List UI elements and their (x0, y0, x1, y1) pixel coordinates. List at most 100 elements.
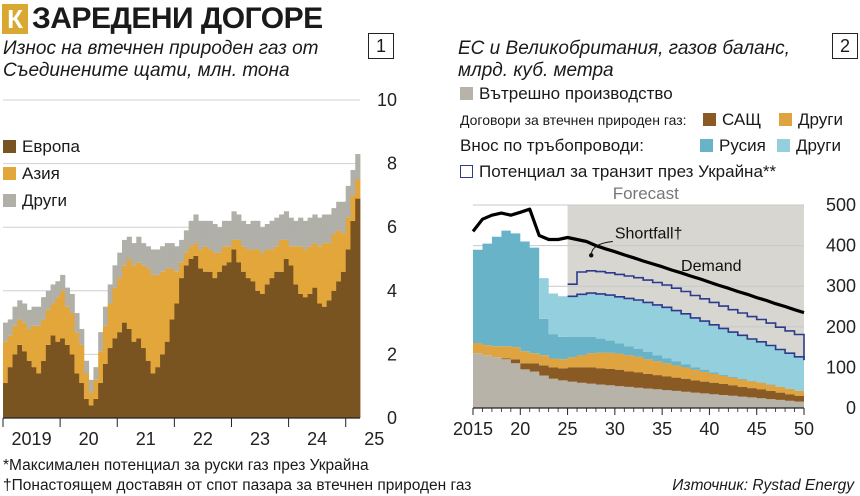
panel2-title: ЕС и Великобритания, газов баланс, млрд.… (458, 38, 790, 81)
bar-segment (26, 328, 32, 361)
area-1 (473, 353, 804, 402)
bar-segment (302, 220, 309, 250)
bar-segment (236, 214, 242, 240)
bar-segment (69, 313, 75, 355)
legend-ukraine-transit: Потенциал за транзит през Украйна** (460, 162, 776, 182)
bar-segment (293, 284, 299, 418)
bar-segment (279, 214, 285, 240)
bar-segment (160, 271, 166, 355)
y-tick-label: 300 (826, 276, 856, 296)
bar-segment (112, 265, 118, 288)
bar-segment (145, 360, 151, 418)
bar-segment (122, 239, 128, 266)
bar-segment (260, 227, 266, 253)
legend-domestic: Вътрешно производство (460, 84, 673, 104)
x-tick-label: 23 (250, 429, 270, 449)
bar-segment (155, 367, 161, 418)
bar-segment (231, 211, 237, 240)
x-tick-label: 20 (79, 429, 99, 449)
legend-swatch (3, 140, 16, 153)
legend-other: Други (3, 191, 67, 211)
bar-segment (226, 220, 232, 247)
bar-segment (136, 236, 142, 263)
bar-segment (131, 341, 137, 418)
bar-segment (350, 195, 356, 221)
bar-segment (31, 367, 37, 418)
bar-segment (164, 268, 170, 342)
ukraine-transit-base-line (567, 292, 805, 361)
legend-label: Вътрешно производство (479, 84, 673, 103)
bar-segment (98, 351, 104, 384)
forecast-label: Forecast (613, 184, 679, 203)
bar-segment (69, 354, 75, 418)
panel2-number: 2 (832, 33, 858, 59)
bar-segment (326, 214, 332, 244)
bar-segment (12, 306, 18, 326)
legend-lng-group: Договори за втечнен природен газ: (460, 112, 687, 128)
bar-segment (264, 224, 270, 250)
x-tick-label: 2015 (453, 419, 493, 439)
bar-segment (217, 252, 223, 272)
legend-other-lng: Други (779, 110, 843, 130)
bar-segment (36, 306, 42, 326)
legend-label: Европа (22, 137, 80, 156)
legend-label: Русия (719, 136, 766, 155)
ukraine-transit-line (567, 270, 805, 338)
y-tick-label: 2 (387, 344, 397, 364)
bar-segment (22, 351, 28, 418)
bar-segment (260, 252, 266, 294)
bar-segment (141, 348, 147, 418)
bar-segment (321, 306, 328, 418)
bar-segment (131, 243, 137, 266)
bar-segment (112, 287, 118, 339)
bar-segment (321, 214, 328, 244)
bar-segment (269, 249, 275, 279)
legend-other-pipe: Други (777, 136, 841, 156)
demand-label: Demand (681, 258, 741, 275)
bar-segment (55, 281, 61, 298)
bar-segment (231, 239, 237, 250)
bar-segment (136, 338, 142, 418)
brand-logo: К (2, 4, 28, 34)
bar-segment (155, 249, 161, 275)
legend-swatch (460, 165, 473, 178)
bar-segment (117, 252, 123, 279)
bar-segment (36, 373, 42, 418)
bar-segment (345, 185, 351, 218)
bar-segment (50, 284, 56, 304)
bar-segment (169, 268, 175, 320)
bar-segment (74, 373, 80, 418)
bar-segment (126, 236, 132, 259)
bar-segment (250, 220, 256, 250)
legend-swatch (460, 87, 473, 100)
legend-swatch (3, 167, 16, 180)
bar-segment (226, 262, 232, 418)
bar-segment (69, 293, 75, 314)
bar-segment (255, 220, 261, 250)
bar-segment (107, 284, 113, 304)
bar-segment (336, 201, 342, 231)
legend-russia: Русия (700, 136, 766, 156)
bar-segment (207, 271, 213, 418)
bar-segment (107, 303, 113, 349)
bar-segment (22, 322, 28, 352)
bar-segment (207, 249, 213, 272)
bar-segment (250, 281, 256, 418)
bar-segment (198, 268, 204, 418)
bar-segment (317, 303, 323, 418)
bar-segment (269, 278, 275, 418)
bar-segment (231, 249, 237, 418)
bar-segment (7, 367, 13, 418)
bar-segment (198, 220, 204, 250)
footnote-ukraine: *Максимален потенциал за руски газ през … (3, 457, 369, 474)
y-tick-label: 0 (387, 408, 397, 428)
bar-segment (302, 249, 309, 298)
bar-segment (241, 246, 247, 272)
bar-segment (321, 243, 328, 307)
bar-segment (45, 309, 51, 345)
bar-segment (340, 271, 347, 418)
bar-segment (83, 373, 90, 399)
x-tick-label: 25 (558, 419, 578, 439)
bar-segment (212, 278, 218, 418)
